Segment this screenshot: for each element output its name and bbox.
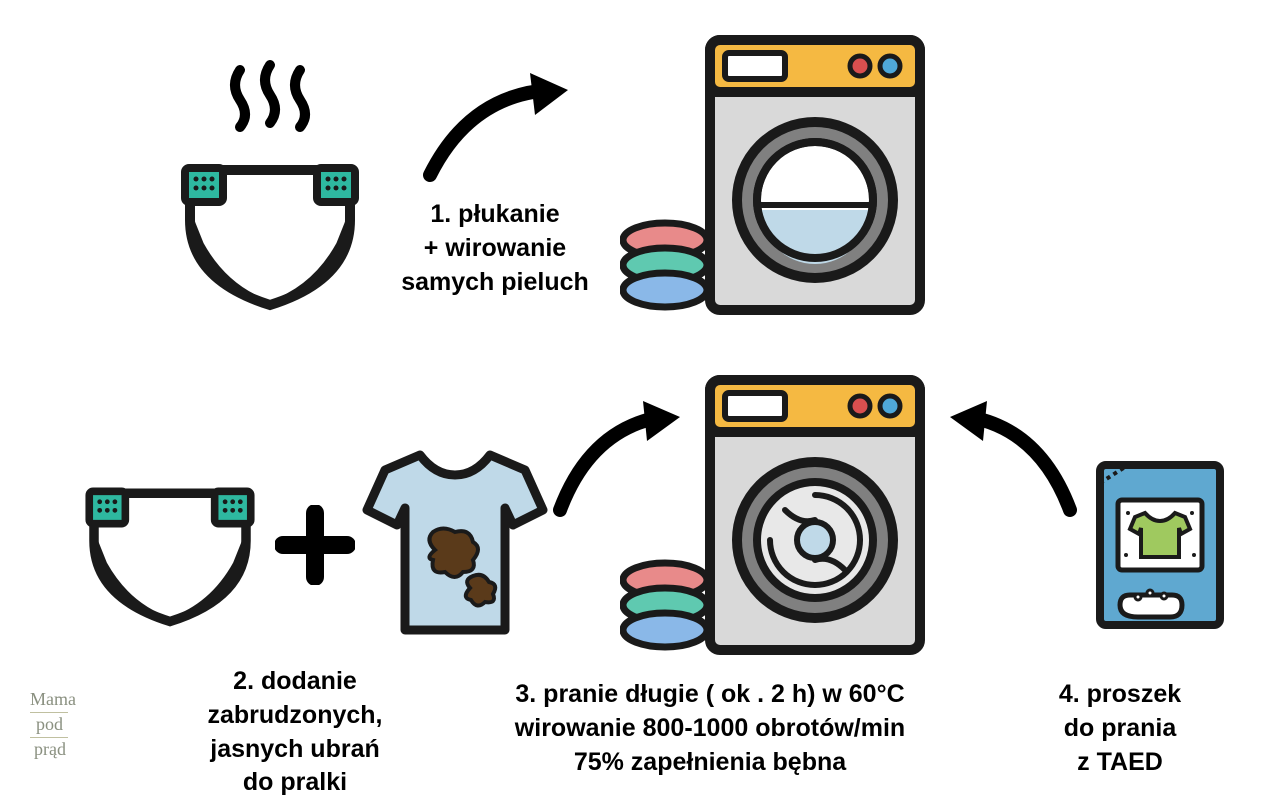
step2-line: do pralki xyxy=(243,768,347,796)
steam-icon xyxy=(235,65,305,127)
dirty-shirt-icon xyxy=(355,440,555,650)
step2-line: 2. dodanie xyxy=(233,667,357,695)
logo-line2: pod xyxy=(30,715,76,735)
plus-icon xyxy=(275,505,355,585)
step3-line: 75% zapełnienia bębna xyxy=(574,748,846,776)
washing-machine-icon xyxy=(620,30,930,330)
step3-line: 3. pranie długie ( ok . 2 h) w 60°C xyxy=(515,680,904,708)
dirty-diaper-icon xyxy=(170,55,370,315)
washing-machine-spinning-icon xyxy=(620,370,930,670)
step4-line: 4. proszek xyxy=(1059,680,1181,708)
brand-logo: Mama pod prąd xyxy=(30,690,76,759)
step3-caption: 3. pranie długie ( ok . 2 h) w 60°C wiro… xyxy=(455,678,965,779)
logo-line3: prąd xyxy=(30,740,76,760)
step1-line: + wirowanie xyxy=(424,234,566,262)
step1-line: samych pieluch xyxy=(401,268,589,296)
step2-line: jasnych ubrań xyxy=(210,735,380,763)
diaper-icon xyxy=(75,470,265,640)
step4-line: do prania xyxy=(1064,714,1177,742)
logo-line1: Mama xyxy=(30,690,76,710)
step4-line: z TAED xyxy=(1077,748,1163,776)
arrow-icon xyxy=(410,65,590,195)
step4-caption: 4. proszek do prania z TAED xyxy=(1020,678,1220,779)
detergent-box-icon xyxy=(1090,455,1230,635)
step3-line: wirowanie 800-1000 obrotów/min xyxy=(515,714,905,742)
step2-caption: 2. dodanie zabrudzonych, jasnych ubrań d… xyxy=(175,665,415,800)
arrow-icon xyxy=(935,395,1085,525)
step1-caption: 1. płukanie + wirowanie samych pieluch xyxy=(370,198,620,299)
step2-line: zabrudzonych, xyxy=(207,701,382,729)
step1-line: 1. płukanie xyxy=(430,200,559,228)
